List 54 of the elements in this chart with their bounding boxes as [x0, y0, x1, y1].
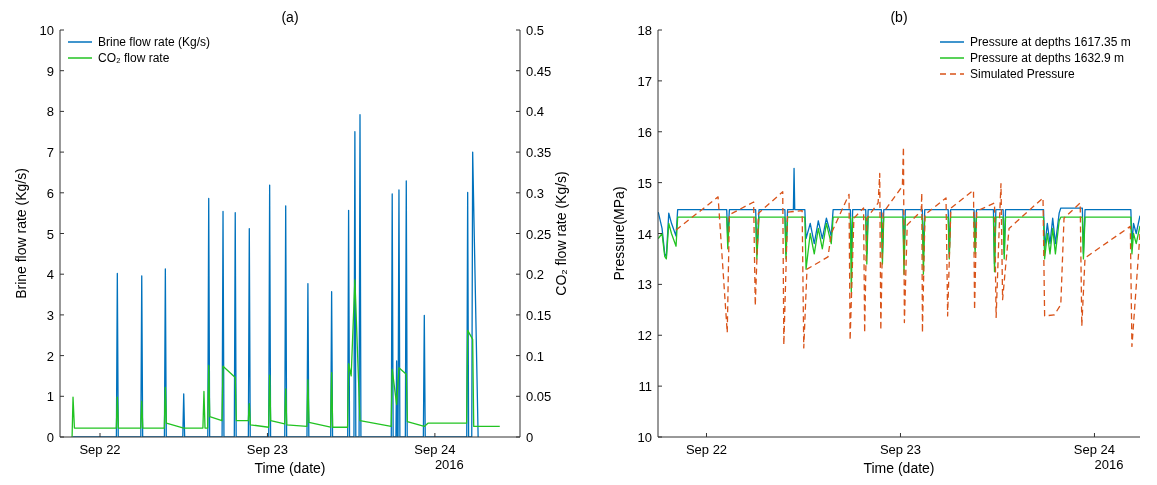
y2-tick-label: 0.45 — [526, 63, 552, 79]
y-axis-title: Brine flow rate (Kg/s) — [13, 168, 29, 299]
text: 2016 — [434, 457, 464, 472]
y-tick-label: 9 — [46, 63, 54, 79]
legend-label: Simulated Pressure — [970, 67, 1076, 81]
y-tick-label: 0 — [46, 430, 54, 445]
line-series — [658, 216, 1140, 293]
legend-label: Pressure at depths 1632.9 m — [970, 51, 1125, 65]
text: 2016 — [1094, 457, 1124, 472]
y2-tick-label: 0.35 — [526, 145, 552, 161]
y2-axis-title: CO₂ flow rate (Kg/s) — [553, 171, 569, 296]
x-tick-label: Sep 23 — [246, 442, 289, 457]
line-series — [675, 146, 1140, 349]
y-tick-label: 11 — [638, 379, 652, 395]
line-series — [71, 279, 501, 437]
y2-tick-label: 0.1 — [526, 348, 545, 364]
x-axis-title: Time (date) — [254, 460, 326, 476]
x-tick-label: Sep 22 — [685, 442, 728, 457]
y-tick-label: 2 — [46, 348, 54, 364]
y2-tick-label: 0 — [526, 430, 534, 445]
x-axis-title: Time (date) — [863, 460, 935, 476]
y-axis-title: Pressure(MPa) — [611, 186, 627, 281]
y-tick-label: 15 — [637, 175, 652, 191]
y-tick-label: 17 — [637, 73, 652, 89]
legend-label: Pressure at depths 1617.35 m — [970, 35, 1131, 49]
y2-tick-label: 0.5 — [526, 23, 545, 38]
y-tick-label: 10 — [39, 23, 54, 38]
y-tick-label: 1 — [46, 389, 54, 405]
y-tick-label: 18 — [637, 23, 652, 38]
y-tick-label: 5 — [46, 226, 54, 242]
y-tick-label: 8 — [46, 104, 54, 120]
legend-label: Brine flow rate (Kg/s) — [98, 35, 211, 49]
y-tick-label: 12 — [637, 328, 652, 344]
y2-tick-label: 0.05 — [526, 389, 552, 405]
chart-title: (b) — [890, 9, 908, 25]
legend-label: CO₂ flow rate — [98, 51, 170, 65]
y-tick-label: 14 — [637, 226, 652, 242]
y-tick-label: 4 — [46, 267, 54, 283]
y2-tick-label: 0.25 — [526, 226, 552, 242]
y-tick-label: 3 — [46, 307, 54, 323]
y2-tick-label: 0.15 — [526, 307, 552, 323]
y2-tick-label: 0.3 — [526, 185, 545, 201]
y2-tick-label: 0.2 — [526, 267, 545, 283]
y-tick-label: 13 — [637, 277, 652, 293]
x-tick-label: Sep 24 — [414, 442, 456, 457]
y-tick-label: 10 — [637, 430, 652, 445]
x-tick-label: Sep 23 — [879, 442, 922, 457]
y-tick-label: 6 — [46, 185, 54, 201]
y2-tick-label: 0.4 — [526, 104, 545, 120]
chart-title: (a) — [281, 9, 299, 25]
x-tick-label: Sep 24 — [1073, 442, 1116, 457]
y-tick-label: 16 — [637, 124, 652, 140]
x-tick-label: Sep 22 — [79, 442, 121, 457]
y-tick-label: 7 — [46, 145, 54, 161]
